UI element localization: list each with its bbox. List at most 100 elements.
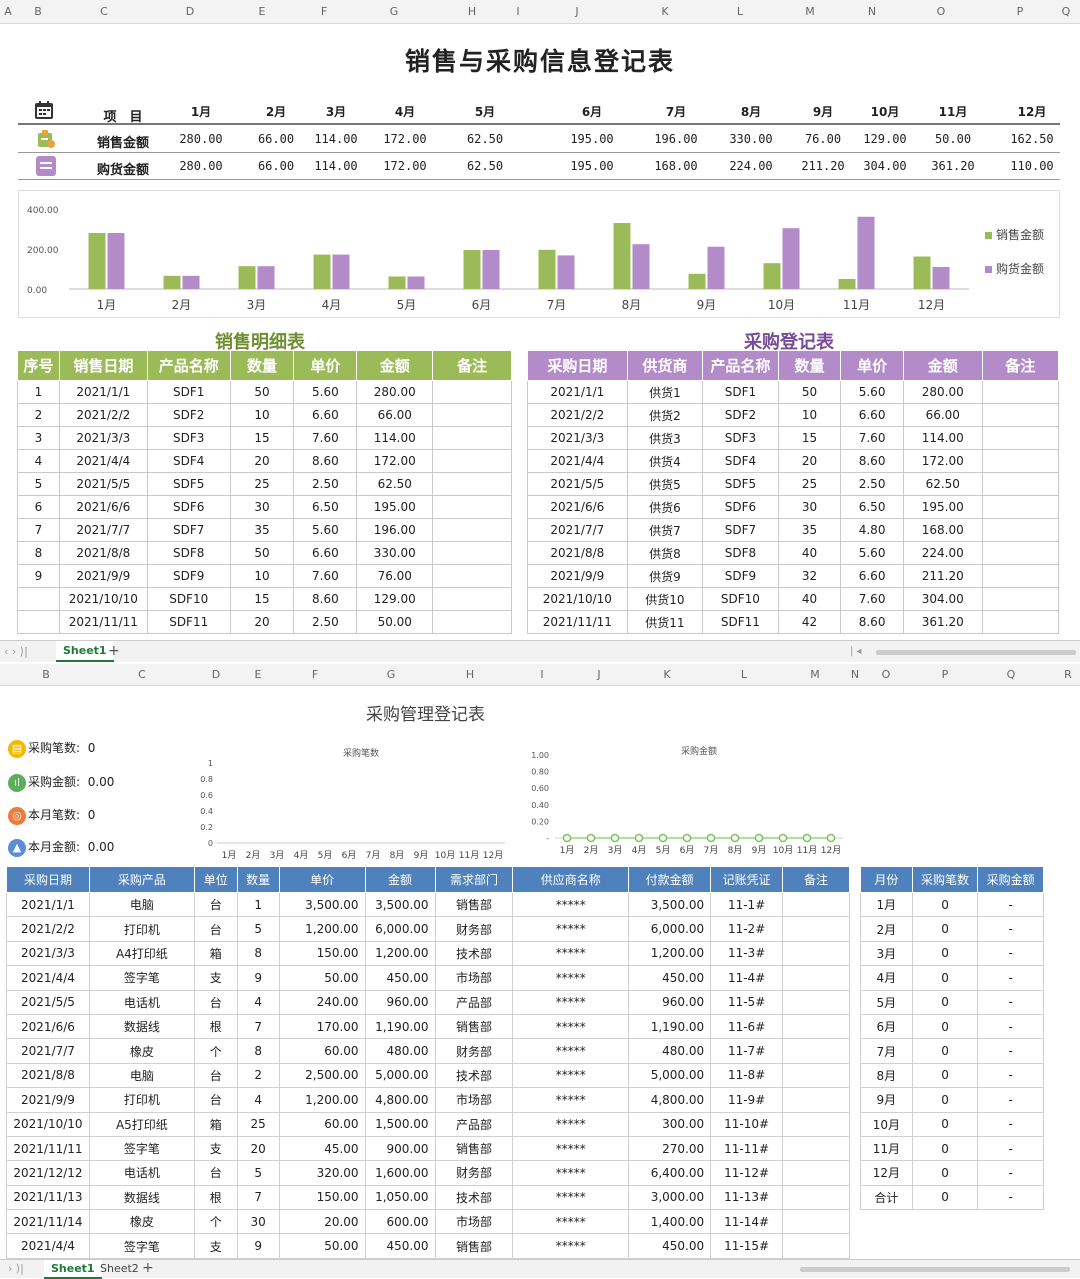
table-cell: 6,000.00 xyxy=(628,916,712,942)
table-cell: 财务部 xyxy=(434,1160,514,1186)
table-row: 2021/12/12 电话机台 5 320.00 1,600.00 财务部 ***** 6,4… xyxy=(6,1160,850,1186)
x-tick-label: 12月 xyxy=(483,850,503,861)
table-row: 2021/2/2 供货2 SDF2 10 6.60 66.00 xyxy=(527,403,1060,427)
table-cell: 市场部 xyxy=(434,1209,514,1235)
table-cell: 3月 xyxy=(860,940,913,967)
table-cell: 台 xyxy=(193,1062,238,1089)
table-cell: 600.00 xyxy=(364,1209,436,1235)
table-row: 3 2021/3/3 SDF3 15 7.60 114.00 xyxy=(17,426,512,450)
bar-purchase xyxy=(557,255,575,289)
table-cell: 1,200.00 xyxy=(364,940,436,967)
table-cell: 330.00 xyxy=(356,541,434,565)
column-header: 采购日期 xyxy=(6,866,90,893)
table-row: 2021/4/4 签字笔支 9 50.00 450.00 销售部 ***** 450.00 11… xyxy=(6,1233,850,1259)
x-tick-label: 9月 xyxy=(414,850,429,861)
add-sheet-button[interactable]: + xyxy=(108,643,120,659)
table-cell: 150.00 xyxy=(278,940,366,967)
table-cell: 2021/7/7 xyxy=(58,518,148,542)
column-header: 数量 xyxy=(236,866,280,893)
column-header: 供应商名称 xyxy=(512,866,630,893)
table-cell xyxy=(782,1209,850,1235)
tab-sheet2[interactable]: Sheet2 xyxy=(100,1262,139,1275)
x-tick-label: 10月 xyxy=(773,845,793,856)
column-header: 金额 xyxy=(364,866,436,893)
table-row: 11月 0- xyxy=(860,1135,1044,1162)
table-cell: 2021/4/4 xyxy=(6,1233,90,1259)
data-point xyxy=(586,833,596,843)
table-cell: 50.00 xyxy=(278,1233,366,1259)
table-cell: 11-12# xyxy=(710,1160,784,1186)
table-cell: 台 xyxy=(193,989,238,1015)
table-cell: 9 xyxy=(236,1233,280,1259)
table-cell: - xyxy=(977,1160,1044,1186)
table-cell: ***** xyxy=(512,1184,630,1211)
x-tick-label: 9月 xyxy=(752,845,767,856)
table-cell: 5,000.00 xyxy=(364,1062,436,1089)
table-cell xyxy=(782,1087,850,1113)
table-cell: 0 xyxy=(911,916,979,942)
table-cell: 2021/2/2 xyxy=(58,403,148,427)
sales-table-title: 销售明细表 xyxy=(215,332,305,353)
table-cell: 橡皮 xyxy=(88,1209,195,1235)
nav-arrows-icon[interactable]: › ⟩| xyxy=(8,1262,24,1275)
kpi-label: 本月笔数: xyxy=(28,808,81,822)
table-cell xyxy=(782,1111,850,1137)
table-cell: 10 xyxy=(229,403,295,427)
table-row: 8 2021/8/8 SDF8 50 6.60 330.00 xyxy=(17,541,512,565)
kpi-purchase-amount: ıl 采购金额: 0.00 xyxy=(8,773,114,792)
scroll-left-icon[interactable]: | ◂ xyxy=(850,646,862,657)
horizontal-scrollbar[interactable] xyxy=(800,1267,1070,1272)
table-cell: 2021/2/2 xyxy=(527,403,628,427)
tab-sheet1[interactable]: Sheet1 xyxy=(56,641,114,662)
month-header: 6月 xyxy=(581,105,603,119)
data-point xyxy=(610,833,620,843)
month-header: 12月 xyxy=(1017,105,1047,119)
month-header: 11月 xyxy=(938,105,968,119)
column-header: 备注 xyxy=(782,866,850,893)
table-cell: 6,400.00 xyxy=(628,1160,712,1186)
month-header: 4月 xyxy=(394,105,416,119)
column-letter: G xyxy=(389,5,399,18)
table-cell xyxy=(782,1233,850,1259)
data-point xyxy=(658,833,668,843)
column-letter: M xyxy=(805,5,815,18)
table-row: 8月 0- xyxy=(860,1062,1044,1089)
sales-value: 76.00 xyxy=(804,132,842,146)
sales-value: 172.00 xyxy=(383,132,427,146)
table-cell: 7.60 xyxy=(840,426,904,450)
table-row: 2 2021/2/2 SDF2 10 6.60 66.00 xyxy=(17,403,512,427)
column-header: 采购金额 xyxy=(977,866,1044,893)
nav-arrows-icon[interactable]: ‹ › ⟩| xyxy=(4,645,28,658)
add-sheet-button[interactable]: + xyxy=(142,1260,154,1276)
table-cell: 480.00 xyxy=(628,1038,712,1064)
table-cell xyxy=(782,940,850,967)
bar-sales xyxy=(688,273,706,289)
tab-sheet1[interactable]: Sheet1 xyxy=(44,1260,102,1279)
x-tick-label: 12月 xyxy=(821,845,841,856)
sales-value: 162.50 xyxy=(1010,132,1054,146)
x-tick-label: 11月 xyxy=(459,850,479,861)
column-letter: H xyxy=(467,5,477,18)
horizontal-scrollbar[interactable] xyxy=(876,650,1076,655)
table-cell: 销售部 xyxy=(434,891,514,918)
bar-purchase xyxy=(482,250,500,289)
table-cell: 8 xyxy=(236,940,280,967)
bar-sales xyxy=(613,223,631,289)
bar-sales xyxy=(313,254,331,289)
bar-purchase xyxy=(407,276,425,289)
sales-value: 62.50 xyxy=(466,132,504,146)
table-cell xyxy=(432,472,512,496)
table-cell: 6月 xyxy=(860,1013,913,1040)
table-cell: 172.00 xyxy=(356,449,434,473)
table-cell: 270.00 xyxy=(628,1135,712,1162)
table-cell: 1,500.00 xyxy=(364,1111,436,1137)
month-header: 2月 xyxy=(265,105,287,119)
triangle-icon: ▲ xyxy=(8,838,26,857)
bar-purchase xyxy=(632,244,650,289)
table-cell: 4 xyxy=(236,989,280,1015)
table-cell: 根 xyxy=(193,1013,238,1040)
table-cell: 6.50 xyxy=(293,495,358,519)
table-cell: 1,190.00 xyxy=(628,1013,712,1040)
table-cell: 个 xyxy=(193,1038,238,1064)
